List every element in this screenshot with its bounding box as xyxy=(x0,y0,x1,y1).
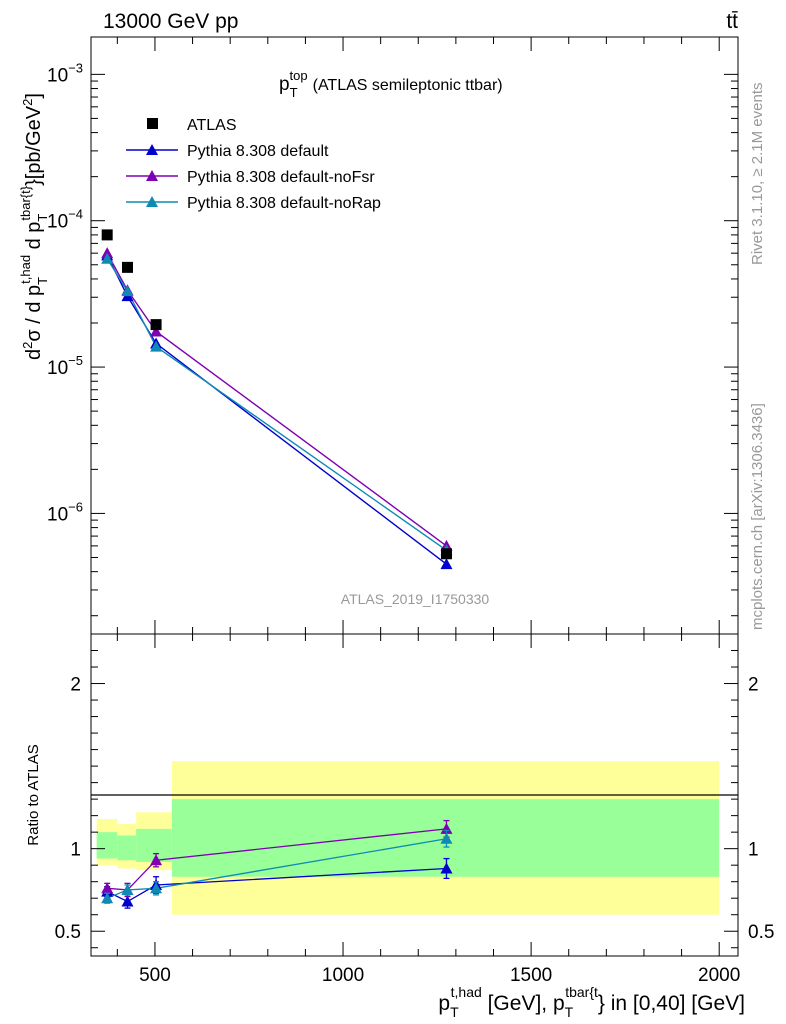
ratio-point xyxy=(150,854,163,866)
x-tick-label: 1500 xyxy=(510,965,552,986)
legend-label: Pythia 8.308 default-noRap xyxy=(187,195,381,212)
ratio-line xyxy=(106,838,447,899)
mcplots-label: mcplots.cern.ch [arXiv:1306.3436] xyxy=(749,403,766,630)
title-sup: top xyxy=(290,68,308,83)
atlas-point xyxy=(150,319,162,331)
x-tick-label: 1000 xyxy=(322,965,364,986)
ratio-point xyxy=(101,882,114,894)
title-sub: T xyxy=(290,85,298,100)
legend-label: ATLAS xyxy=(187,117,237,134)
series-point xyxy=(440,558,453,570)
legend-marker xyxy=(146,170,158,181)
ratio-point xyxy=(121,883,134,895)
title-main: p xyxy=(279,74,290,95)
ratio-point xyxy=(150,882,163,894)
series-line xyxy=(106,252,447,547)
main-panel: 10−6 10−5 10−4 10−3 pTtop (ATLAS semileptoni… xyxy=(18,36,739,635)
ratio-y-label: 1 xyxy=(70,840,81,861)
band-green xyxy=(117,835,137,861)
legend-marker xyxy=(146,144,158,155)
y-tick-label: 10−5 xyxy=(47,353,83,379)
series-point xyxy=(101,247,114,259)
legend-label: Pythia 8.308 default xyxy=(187,143,329,160)
y-tick-label: 10−6 xyxy=(47,499,83,525)
y-tick-label: 10−4 xyxy=(47,207,83,233)
title-rest: (ATLAS semileptonic ttbar) xyxy=(313,77,503,94)
legend: ATLAS Pythia 8.308 default Pythia 8.308 de… xyxy=(126,117,381,212)
main-ylabel: d2σ / d pTt,had d pTtbar{t}}[pb/GeV2] xyxy=(18,93,50,360)
series-point xyxy=(150,340,163,352)
ratio-point xyxy=(440,832,453,844)
series-line xyxy=(106,258,447,551)
legend-marker xyxy=(147,118,158,129)
ratio-point xyxy=(440,862,453,874)
header-left: 13000 GeV pp xyxy=(103,10,238,33)
ratio-point xyxy=(101,892,114,904)
header-right: tt̄ xyxy=(726,10,738,33)
rivet-label: Rivet 3.1.10, ≥ 2.1M events xyxy=(749,83,766,266)
series-point xyxy=(121,285,134,297)
series-point xyxy=(150,325,163,337)
ratio-panel: 0.5 0.5 1 1 2 2 500 1000 1500 2000 Ratio to ATLAS… xyxy=(25,633,774,1020)
series-point xyxy=(101,252,114,264)
legend-label: Pythia 8.308 default-noFsr xyxy=(187,169,375,186)
ratio-y-label-right: 1 xyxy=(748,840,759,861)
atlas-point xyxy=(440,548,452,560)
ratio-line xyxy=(107,828,447,891)
ratio-line xyxy=(106,867,447,903)
atlas-point xyxy=(121,261,133,273)
series-line xyxy=(106,255,447,565)
x-axis-label: pTt,had [GeV], pTtbar{t} in [0,40] [GeV] xyxy=(438,984,745,1020)
ratio-y-label-right: 0.5 xyxy=(748,922,774,943)
ratio-ylabel: Ratio to ATLAS xyxy=(25,744,42,845)
ratio-point xyxy=(121,895,134,907)
ratio-y-label-right: 2 xyxy=(748,675,759,696)
band-green xyxy=(96,832,118,859)
ratio-frame xyxy=(90,633,739,957)
ratio-y-label: 2 xyxy=(70,675,81,696)
legend-marker xyxy=(146,196,158,207)
main-title: pTtop (ATLAS semileptonic ttbar) xyxy=(279,68,503,100)
ratio-y-label: 0.5 xyxy=(55,922,81,943)
atlas-point xyxy=(101,229,113,241)
watermark: ATLAS_2019_I1750330 xyxy=(341,591,490,607)
x-tick-label: 2000 xyxy=(698,965,740,986)
x-tick-label: 500 xyxy=(139,965,171,986)
band-green xyxy=(136,828,172,862)
y-tick-label: 10−3 xyxy=(47,60,83,86)
